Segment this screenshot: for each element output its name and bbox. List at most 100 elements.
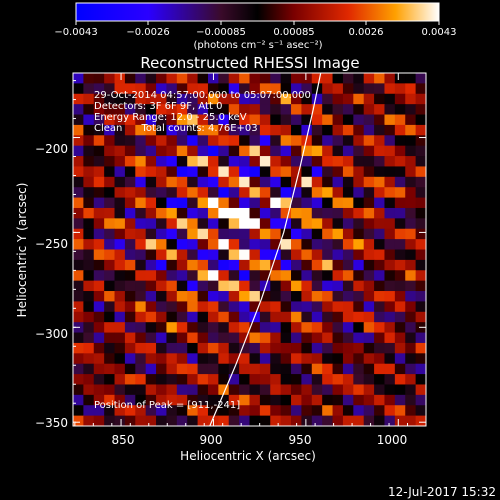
heatmap-cell (187, 363, 198, 375)
heatmap-cell (363, 415, 375, 426)
heatmap-cell (322, 145, 333, 157)
heatmap-cell (228, 353, 240, 365)
heatmap-cell (332, 156, 344, 167)
heatmap-cell (83, 291, 95, 302)
heatmap-cell (145, 342, 157, 354)
heatmap-cell (207, 394, 219, 406)
heatmap-cell (415, 228, 426, 240)
heatmap-cell (259, 187, 271, 198)
heatmap-cell (135, 73, 147, 84)
heatmap-cell (73, 176, 84, 188)
heatmap-cell (239, 176, 250, 188)
heatmap-cell (228, 280, 240, 292)
heatmap-cell (259, 93, 271, 105)
heatmap-cell (415, 114, 426, 126)
heatmap-cell (218, 228, 230, 240)
heatmap-cell (104, 187, 115, 198)
heatmap-cell (405, 394, 417, 406)
heatmap-cell (374, 83, 385, 95)
heatmap-cell (301, 384, 313, 396)
heatmap-cell (405, 93, 417, 105)
heatmap-cell (166, 197, 178, 209)
heatmap-cell (135, 342, 147, 354)
heatmap-cell (228, 83, 240, 95)
heatmap-cell (270, 218, 282, 230)
heatmap-cell (166, 124, 178, 136)
heatmap-cell (83, 415, 95, 426)
heatmap-cell (322, 249, 333, 261)
heatmap-cell (228, 135, 240, 147)
heatmap-cell (114, 197, 126, 209)
heatmap-cell (270, 197, 282, 209)
heatmap-cell (353, 301, 365, 313)
heatmap-cell (176, 332, 188, 344)
heatmap-cell (197, 207, 209, 219)
heatmap-cell (124, 228, 136, 240)
heatmap-cell (332, 73, 344, 84)
heatmap-cell (353, 187, 365, 198)
heatmap-cell (93, 145, 105, 157)
heatmap-cell (83, 228, 95, 240)
heatmap-cell (239, 207, 250, 219)
heatmap-cell (249, 394, 261, 406)
heatmap-cell (197, 135, 209, 147)
heatmap-cell (218, 311, 230, 323)
heatmap-cell (342, 332, 354, 344)
heatmap-cell (259, 218, 271, 230)
heatmap-cell (259, 405, 271, 417)
heatmap-cell (145, 239, 157, 250)
heatmap-cell (394, 301, 406, 313)
heatmap-cell (124, 405, 136, 417)
heatmap-cell (301, 405, 313, 417)
heatmap-cell (374, 93, 385, 105)
heatmap-cell (124, 83, 136, 95)
heatmap-cell (104, 218, 115, 230)
heatmap-cell (83, 145, 95, 157)
heatmap-cell (301, 301, 313, 313)
heatmap-cell (228, 291, 240, 302)
heatmap-cell (374, 384, 385, 396)
heatmap-cell (291, 270, 302, 282)
heatmap-cell (415, 207, 426, 219)
heatmap-cell (73, 311, 84, 323)
heatmap-cell (135, 197, 147, 209)
heatmap-cell (270, 342, 282, 354)
heatmap-cell (270, 135, 282, 147)
heatmap-cell (114, 415, 126, 426)
heatmap-cell (322, 197, 333, 209)
heatmap-cell (176, 239, 188, 250)
heatmap-cell (135, 93, 147, 105)
heatmap-cell (322, 104, 333, 115)
heatmap-cell (405, 405, 417, 417)
heatmap-cell (135, 166, 147, 178)
heatmap-cell (239, 73, 250, 84)
heatmap-cell (124, 363, 136, 375)
heatmap-cell (114, 301, 126, 313)
heatmap-cell (415, 218, 426, 230)
heatmap-cell (291, 156, 302, 167)
heatmap-cell (322, 207, 333, 219)
heatmap-cell (249, 124, 261, 136)
heatmap-cell (311, 384, 323, 396)
heatmap-cell (374, 259, 385, 271)
heatmap-cell (156, 176, 167, 188)
heatmap-cell (197, 384, 209, 396)
heatmap-cell (280, 311, 292, 323)
heatmap-cell (145, 228, 157, 240)
heatmap-cell (415, 197, 426, 209)
heatmap-cell (114, 270, 126, 282)
heatmap-cell (280, 197, 292, 209)
heatmap-cell (342, 73, 354, 84)
annotation-time-range: 29-Oct-2014 04:57:00.000 to 05:07:00.000 (94, 90, 311, 101)
heatmap-cell (394, 197, 406, 209)
heatmap-cell (135, 301, 147, 313)
colorbar-tick-label: 0.00085 (273, 27, 314, 38)
heatmap-cell (166, 83, 178, 95)
heatmap-cell (93, 405, 105, 417)
heatmap-cell (270, 322, 282, 333)
heatmap-cell (384, 197, 396, 209)
heatmap-cell (405, 353, 417, 365)
heatmap-cell (124, 353, 136, 365)
heatmap-cell (156, 280, 167, 292)
heatmap-cell (124, 145, 136, 157)
